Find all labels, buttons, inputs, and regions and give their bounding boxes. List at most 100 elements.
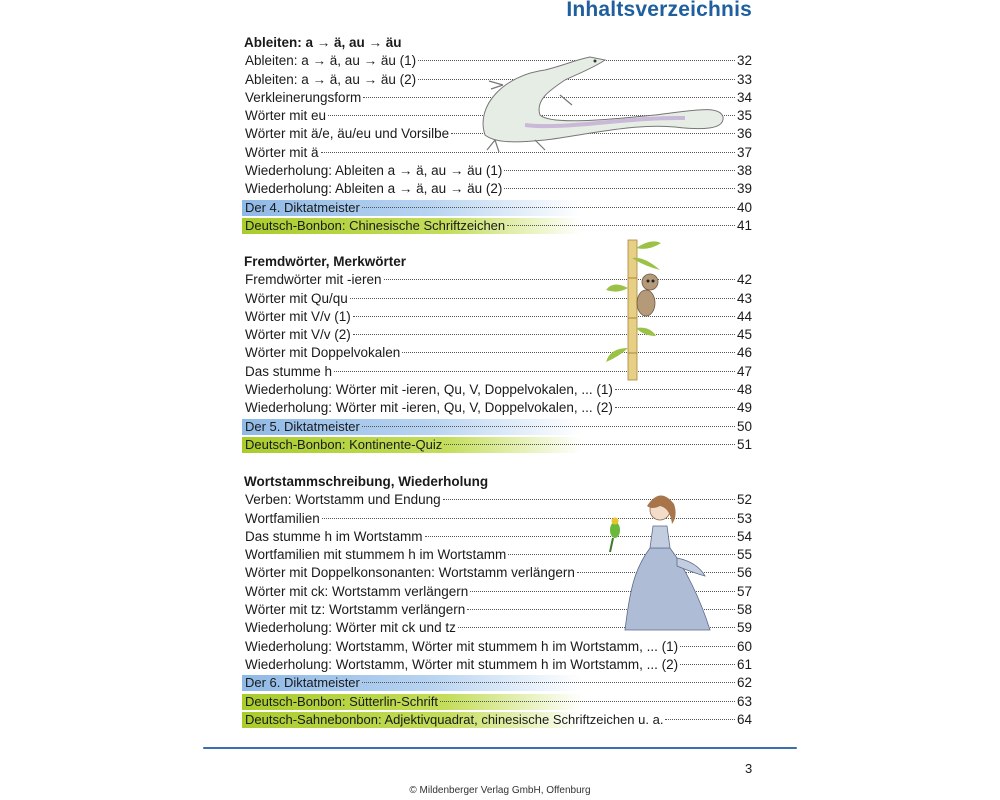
dot-leader [363, 96, 735, 98]
toc-entry-label: Wortfamilien mit stummem h im Wortstamm [245, 547, 507, 563]
toc-entry-page: 49 [736, 400, 752, 416]
dot-leader [321, 517, 735, 519]
toc-entry-label: Ableiten: a → ä, au → äu (2) [245, 71, 417, 87]
toc-entry[interactable]: Wiederholung: Wörter mit -ieren, Qu, V, … [244, 381, 752, 399]
toc-entry[interactable]: Wiederholung: Wörter mit ck und tz 59 [244, 619, 752, 637]
dot-leader [680, 663, 735, 665]
toc-entry[interactable]: Wortfamilien 53 [244, 510, 752, 528]
toc-entry-page: 50 [736, 418, 752, 434]
section-heading: Ableiten: a → ä, au → äu [244, 35, 402, 50]
dot-leader [361, 682, 735, 684]
toc-entry[interactable]: Ableiten: a → ä, au → äu (2) 33 [244, 71, 752, 89]
toc-entry-label: Wörter mit Qu/qu [245, 290, 348, 306]
toc-entry-label: Wiederholung: Ableiten a → ä, au → äu (2… [245, 181, 503, 197]
toc-entry-page: 58 [736, 602, 752, 618]
toc-entry[interactable]: Deutsch-Sahnebonbon: Adjektivquadrat, ch… [242, 711, 752, 729]
toc-entry[interactable]: Wiederholung: Wortstamm, Wörter mit stum… [244, 656, 752, 674]
toc-entry-label: Wörter mit tz: Wortstamm verlängern [245, 602, 466, 618]
toc-entry[interactable]: Fremdwörter mit -ieren 42 [244, 271, 752, 289]
toc-entry-label: Das stumme h [245, 363, 333, 379]
dot-leader [457, 627, 735, 629]
toc-entry-label: Deutsch-Bonbon: Sütterlin-Schrift [245, 693, 438, 709]
toc-entry-label: Wiederholung: Wörter mit -ieren, Qu, V, … [245, 382, 613, 398]
toc-entry[interactable]: Wörter mit V/v (2) 45 [244, 326, 752, 344]
toc-entry-page: 56 [736, 565, 752, 581]
toc-entry-label: Verkleinerungsform [245, 89, 362, 105]
dot-leader [576, 572, 735, 574]
toc-entry[interactable]: Wiederholung: Ableiten a → ä, au → äu (1… [244, 162, 752, 180]
toc-entry-page: 51 [736, 436, 752, 452]
toc-entry-label: Wörter mit Doppelkonsonanten: Wortstamm … [245, 565, 575, 581]
toc-entry[interactable]: Ableiten: a → ä, au → äu (1) 32 [244, 52, 752, 70]
toc-entry[interactable]: Wiederholung: Wortstamm, Wörter mit stum… [244, 638, 752, 656]
dot-leader [470, 590, 735, 592]
toc-entry-page: 39 [736, 181, 752, 197]
toc-entry-page: 42 [736, 272, 752, 288]
toc-entry-label: Wiederholung: Ableiten a → ä, au → äu (1… [245, 163, 503, 179]
toc-entry[interactable]: Wörter mit ä/e, äu/eu und Vorsilbe 36 [244, 125, 752, 143]
toc-entry-label: Wiederholung: Wörter mit ck und tz [245, 620, 456, 636]
toc-entry[interactable]: Deutsch-Bonbon: Chinesische Schriftzeich… [242, 217, 752, 235]
toc-entry-page: 46 [736, 345, 752, 361]
dot-leader [402, 352, 735, 354]
dot-leader [665, 718, 735, 720]
toc-entry[interactable]: Deutsch-Bonbon: Sütterlin-Schrift 63 [242, 693, 752, 711]
toc-entry[interactable]: Wiederholung: Wörter mit -ieren, Qu, V, … [244, 399, 752, 417]
toc-entry[interactable]: Der 5. Diktatmeister 50 [242, 418, 752, 436]
toc-entry-label: Der 4. Diktatmeister [245, 199, 360, 215]
toc-entries: Fremdwörter mit -ieren 42 Wörter mit Qu/qu… [242, 271, 752, 454]
section-heading: Wortstammschreibung, Wiederholung [244, 474, 489, 489]
dot-leader [383, 279, 735, 281]
toc-entry-page: 61 [736, 656, 752, 672]
toc-entry[interactable]: Deutsch-Bonbon: Kontinente-Quiz 51 [242, 436, 752, 454]
toc-entry[interactable]: Wörter mit eu 35 [244, 107, 752, 125]
dot-leader [507, 224, 735, 226]
toc-entry[interactable]: Wiederholung: Ableiten a → ä, au → äu (2… [244, 180, 752, 198]
dot-leader [328, 115, 735, 117]
copyright-footer: © Mildenberger Verlag GmbH, Offenburg [409, 785, 591, 796]
toc-entry-page: 32 [736, 53, 752, 69]
toc-entry[interactable]: Wörter mit ck: Wortstamm verlängern 57 [244, 583, 752, 601]
dot-leader [439, 700, 735, 702]
toc-entries: Ableiten: a → ä, au → äu (1) 32 Ableiten: … [242, 52, 752, 235]
toc-entry-label: Das stumme h im Wortstamm [245, 528, 423, 544]
toc-entry-label: Wörter mit ä [245, 144, 319, 160]
toc-entry-label: Deutsch-Bonbon: Kontinente-Quiz [245, 436, 443, 452]
toc-entry-page: 35 [736, 108, 752, 124]
toc-entry[interactable]: Der 6. Diktatmeister 62 [242, 674, 752, 692]
toc-entry-page: 59 [736, 620, 752, 636]
toc-entry[interactable]: Verben: Wortstamm und Endung 52 [244, 491, 752, 509]
toc-entry[interactable]: Wörter mit Qu/qu 43 [244, 290, 752, 308]
toc-entry-label: Deutsch-Sahnebonbon: Adjektivquadrat, ch… [245, 711, 664, 727]
toc-entry-label: Wörter mit ä/e, äu/eu und Vorsilbe [245, 126, 450, 142]
toc-entry-page: 55 [736, 547, 752, 563]
toc-entry-label: Wörter mit eu [245, 108, 327, 124]
toc-entry-page: 62 [736, 675, 752, 691]
toc-entry-page: 48 [736, 382, 752, 398]
toc-entry[interactable]: Wörter mit Doppelkonsonanten: Wortstamm … [244, 564, 752, 582]
toc-entry[interactable]: Wortfamilien mit stummem h im Wortstamm 5… [244, 546, 752, 564]
toc-entry-page: 44 [736, 308, 752, 324]
toc-entry-page: 41 [736, 217, 752, 233]
toc-entry[interactable]: Wörter mit V/v (1) 44 [244, 308, 752, 326]
toc-entry[interactable]: Wörter mit ä 37 [244, 144, 752, 162]
toc-entry[interactable]: Das stumme h 47 [244, 363, 752, 381]
toc-section: Wortstammschreibung, Wiederholung Verben… [242, 473, 752, 729]
toc-entry-page: 54 [736, 528, 752, 544]
toc-entry-label: Der 6. Diktatmeister [245, 675, 360, 691]
toc-section: Ableiten: a → ä, au → äu Ableiten: a → ä… [242, 34, 752, 235]
toc-entry-label: Wortfamilien [245, 510, 320, 526]
toc-entry[interactable]: Wörter mit Doppelvokalen 46 [244, 344, 752, 362]
section-heading: Fremdwörter, Merkwörter [244, 254, 407, 269]
toc-entry-page: 37 [736, 144, 752, 160]
toc-entry[interactable]: Der 4. Diktatmeister 40 [242, 199, 752, 217]
dot-leader [504, 188, 735, 190]
toc-entry-page: 45 [736, 327, 752, 343]
toc-entry[interactable]: Verkleinerungsform 34 [244, 89, 752, 107]
toc-entry[interactable]: Das stumme h im Wortstamm 54 [244, 528, 752, 546]
toc-entry-page: 34 [736, 89, 752, 105]
dot-leader [504, 170, 735, 172]
toc-entry-label: Ableiten: a → ä, au → äu (1) [245, 53, 417, 69]
toc-entry-label: Wiederholung: Wortstamm, Wörter mit stum… [245, 656, 679, 672]
toc-entry[interactable]: Wörter mit tz: Wortstamm verlängern 58 [244, 601, 752, 619]
